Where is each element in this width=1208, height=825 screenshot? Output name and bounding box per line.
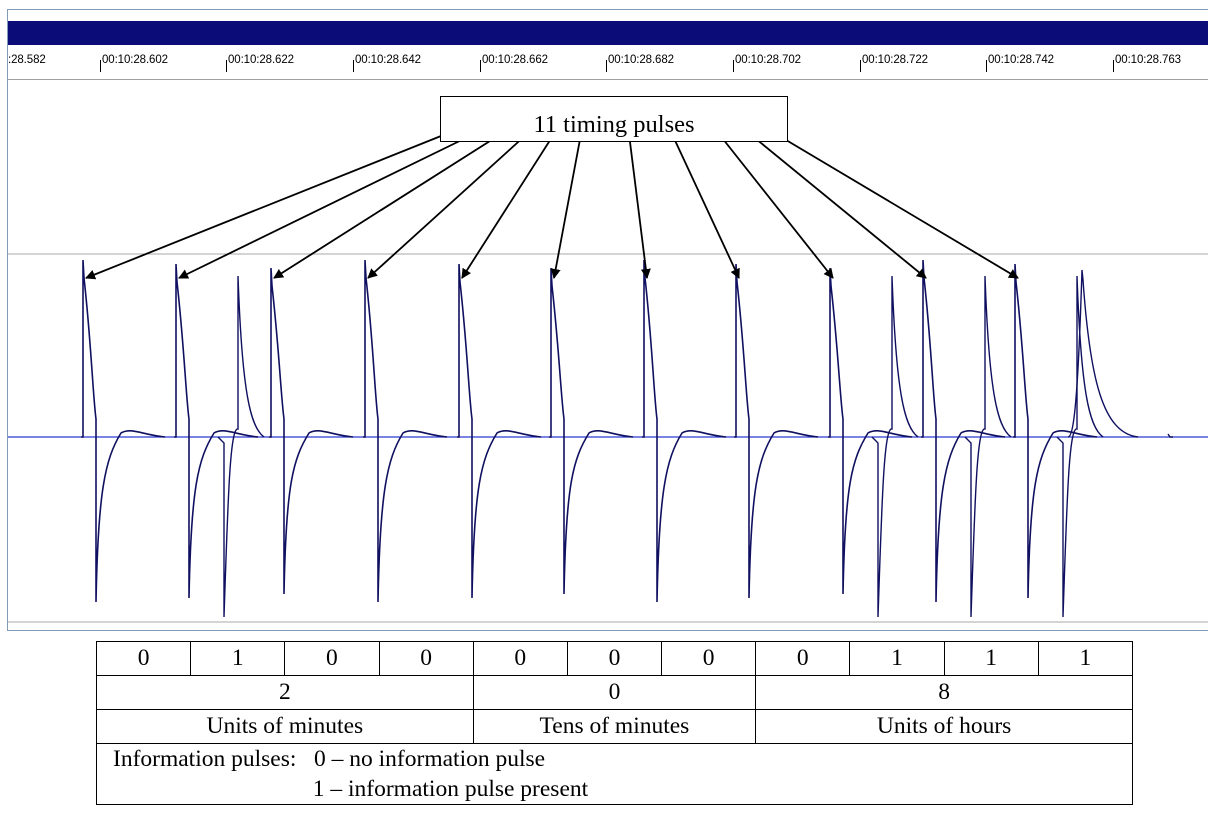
callout-arrow <box>775 133 1019 279</box>
time-tick-label: 00:10:28.682 <box>608 54 674 66</box>
bit-cell: 0 <box>755 641 851 676</box>
waveform-canvas[interactable] <box>8 10 1208 631</box>
pulse-trace <box>642 259 727 603</box>
pulse-trace <box>549 267 634 595</box>
callout-arrows <box>85 133 1019 280</box>
pulse-trace <box>1167 433 1173 438</box>
time-ruler[interactable]: :28.582 00:10:28.602 00:10:28.622 00:10:… <box>8 45 1208 80</box>
bit-cell: 1 <box>943 641 1039 676</box>
bit-cell: 1 <box>1037 641 1134 676</box>
time-tick-label: 00:10:28.722 <box>862 54 928 66</box>
field-label-cell: Tens of minutes <box>472 709 757 744</box>
legend-line: Information pulses: 0 – no information p… <box>113 746 546 772</box>
time-tick-label: 00:10:28.763 <box>1115 54 1181 66</box>
time-tick-mark <box>606 60 607 72</box>
pulse-trace <box>1067 269 1139 438</box>
bit-cell: 1 <box>190 641 286 676</box>
legend-cell: Information pulses: 0 – no information p… <box>96 743 1133 805</box>
pulse-trace <box>964 275 1012 618</box>
digit-row: 2 0 8 <box>96 675 1133 710</box>
pulse-trace <box>871 275 919 618</box>
callout-arrow <box>273 133 502 279</box>
time-tick-mark <box>226 60 227 72</box>
time-tick-mark <box>986 60 987 72</box>
pulse-trace <box>363 259 448 603</box>
time-tick-label: 00:10:28.642 <box>355 54 421 66</box>
time-tick-mark <box>480 60 481 72</box>
time-tick-label: 00:10:28.662 <box>482 54 548 66</box>
time-tick-label: 00:10:28.702 <box>735 54 801 66</box>
callout-arrow <box>178 133 475 279</box>
callout-arrow <box>718 133 834 279</box>
callout-arrow <box>461 133 555 279</box>
pulse-trace <box>828 267 913 595</box>
time-tick-mark <box>860 60 861 72</box>
time-tick-label: 00:10:28.622 <box>228 54 294 66</box>
pulse-trace <box>217 275 265 618</box>
bit-cell: 0 <box>378 641 474 676</box>
pulse-trace <box>1056 275 1104 618</box>
digit-value-cell: 0 <box>472 675 757 710</box>
pulse-trace <box>269 267 354 595</box>
bit-cell: 0 <box>661 641 757 676</box>
time-tick-label: 00:10:28.602 <box>102 54 168 66</box>
legend-line: 1 – information pulse present <box>113 776 589 802</box>
bit-cell: 0 <box>566 641 663 676</box>
bit-cell: 0 <box>472 641 568 676</box>
field-label-cell: Units of minutes <box>96 709 474 744</box>
time-tick-label: :28.582 <box>8 54 46 66</box>
callout-arrow <box>550 133 582 279</box>
title-bar <box>8 21 1208 45</box>
time-tick-mark <box>100 60 101 72</box>
legend-row: Information pulses: 0 – no information p… <box>96 743 1133 805</box>
timing-pulse-callout: 11 timing pulses <box>440 96 788 142</box>
bit-cell: 1 <box>849 641 945 676</box>
callout-arrow <box>671 133 740 279</box>
digit-value-cell: 8 <box>755 675 1133 710</box>
digit-value-cell: 2 <box>96 675 474 710</box>
field-label-cell: Units of hours <box>755 709 1133 744</box>
waveform-editor[interactable]: :28.582 00:10:28.602 00:10:28.622 00:10:… <box>7 9 1208 631</box>
pulse-trace <box>81 259 166 603</box>
time-tick-mark <box>1113 60 1114 72</box>
pulse-train <box>81 259 1173 618</box>
decode-table: 0 1 0 0 0 0 0 0 1 1 1 2 0 8 Units of min… <box>95 641 1134 805</box>
pulse-trace <box>1013 263 1098 599</box>
callout-arrow <box>85 133 447 280</box>
bit-cell: 0 <box>95 641 192 676</box>
bits-row: 0 1 0 0 0 0 0 0 1 1 1 <box>95 641 1134 676</box>
callout-arrow <box>367 133 528 279</box>
callout-arrow <box>749 133 927 279</box>
callout-arrow <box>628 133 651 279</box>
field-label-row: Units of minutes Tens of minutes Units o… <box>96 709 1133 744</box>
time-tick-mark <box>353 60 354 72</box>
pulse-trace <box>457 263 542 599</box>
time-tick-label: 00:10:28.742 <box>988 54 1054 66</box>
time-tick-mark <box>733 60 734 72</box>
pulse-trace <box>921 259 1006 603</box>
callout-text: 11 timing pulses <box>533 111 695 138</box>
pulse-trace <box>734 263 819 599</box>
bit-cell: 0 <box>284 641 380 676</box>
pulse-trace <box>174 263 259 599</box>
